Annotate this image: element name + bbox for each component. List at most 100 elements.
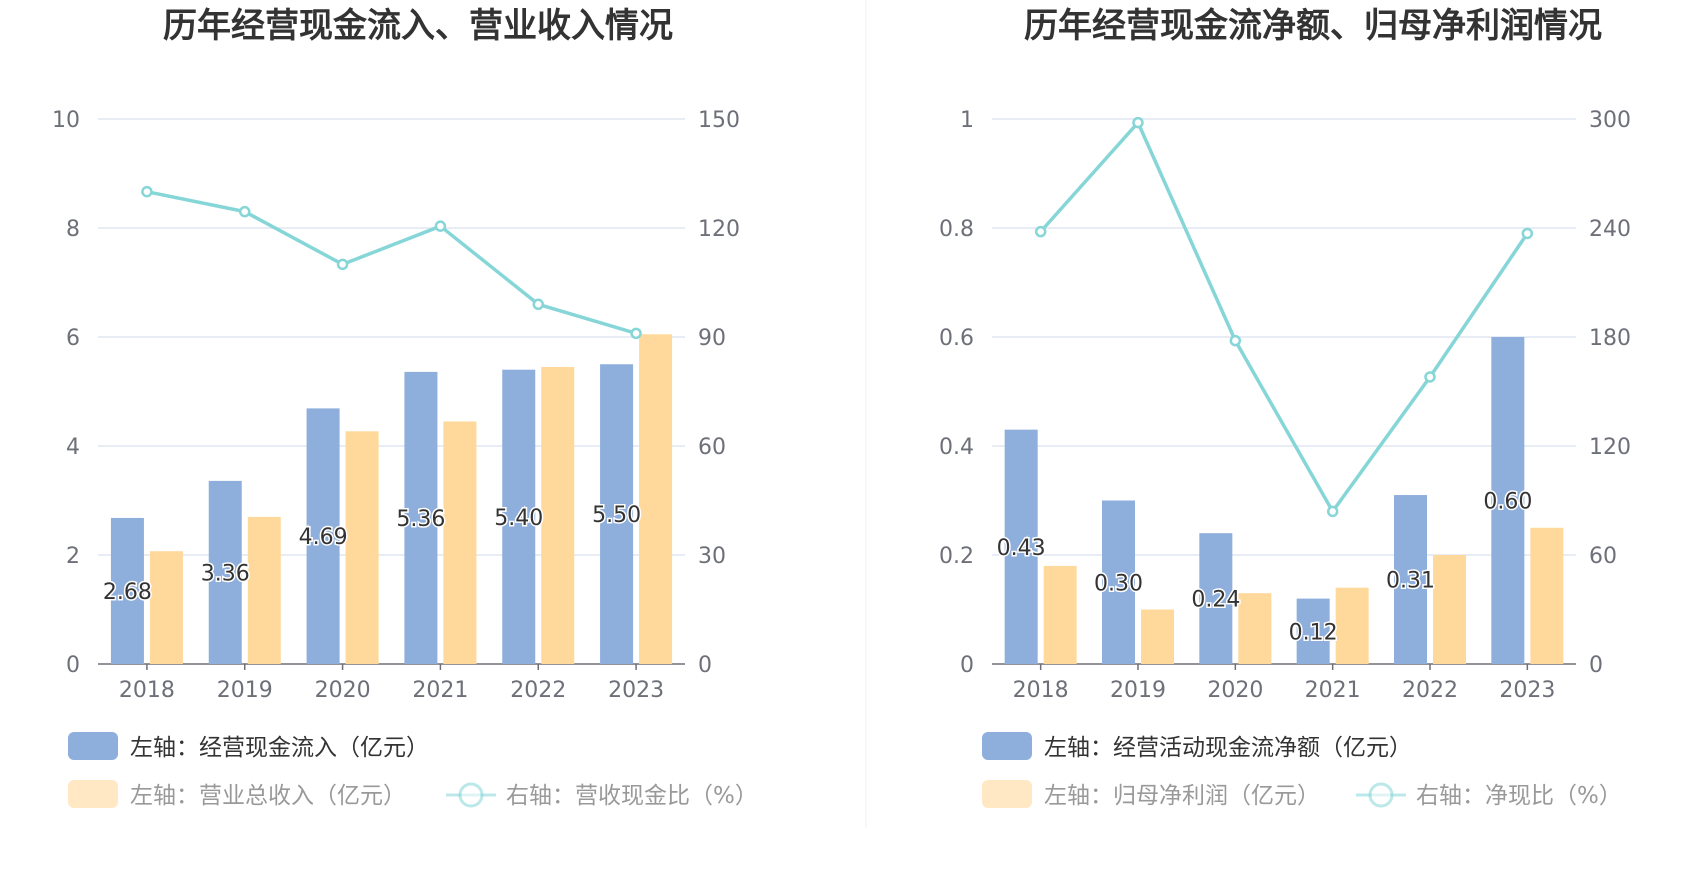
bar-secondary[interactable]: [345, 431, 379, 664]
bar-secondary[interactable]: [639, 334, 673, 664]
bar-primary[interactable]: [600, 364, 634, 664]
line-point[interactable]: [1424, 371, 1436, 383]
bar-secondary[interactable]: [1335, 587, 1369, 664]
bar-data-label: 3.36: [201, 561, 250, 586]
line-point[interactable]: [141, 185, 153, 198]
line-point[interactable]: [1229, 334, 1242, 347]
line-series[interactable]: [1039, 120, 1529, 514]
x-axis-tick-label: 2022: [1402, 678, 1458, 703]
right-axis-tick-label: 90: [698, 326, 726, 351]
bar-primary[interactable]: [1491, 337, 1525, 664]
legend-circle-icon[interactable]: [458, 782, 484, 808]
right-axis-tick-label: 0: [698, 653, 712, 678]
legend-label-line: 右轴：营收现金比（%）: [506, 783, 758, 809]
bar-secondary[interactable]: [1433, 555, 1466, 664]
bar-data-label: 0.24: [1191, 588, 1240, 613]
bar-data-label: 4.69: [299, 525, 348, 550]
bar-secondary[interactable]: [541, 366, 575, 664]
right-axis-tick-label: 120: [1589, 435, 1631, 460]
bar-primary[interactable]: [1394, 495, 1427, 664]
x-axis-tick-label: 2023: [1499, 678, 1555, 703]
x-axis-tick-label: 2019: [217, 678, 273, 703]
legend-label-primary: 左轴：经营现金流入（亿元）: [130, 735, 429, 761]
bar-primary[interactable]: [208, 480, 242, 664]
line-series[interactable]: [146, 189, 637, 336]
x-axis-tick-label: 2018: [1013, 678, 1069, 703]
bar-data-label: 0.31: [1386, 569, 1435, 594]
left-axis-tick-label: 2: [66, 544, 80, 569]
bar-primary[interactable]: [110, 517, 144, 664]
right-axis-tick-label: 60: [1589, 544, 1617, 569]
line-point[interactable]: [336, 258, 349, 271]
chart-title: 历年经营现金流入、营业收入情况: [163, 6, 673, 46]
right-axis-tick-label: 180: [1589, 326, 1631, 351]
bar-data-label: 5.40: [494, 506, 543, 531]
legend-label-primary: 左轴：经营活动现金流净额（亿元）: [1044, 735, 1412, 761]
bar-secondary[interactable]: [1238, 593, 1272, 664]
legend-label-secondary: 左轴：归母净利润（亿元）: [1044, 783, 1320, 809]
x-axis-tick-label: 2022: [510, 678, 566, 703]
bar-data-label: 0.12: [1289, 620, 1338, 645]
legend-label-secondary: 左轴：营业总收入（亿元）: [130, 783, 406, 809]
bar-secondary[interactable]: [149, 551, 183, 664]
x-axis-tick-label: 2020: [315, 678, 371, 703]
right-axis-tick-label: 150: [698, 108, 740, 133]
line-point[interactable]: [1132, 116, 1144, 129]
legend-swatch-secondary[interactable]: [982, 780, 1032, 808]
legend-label-line: 右轴：净现比（%）: [1416, 783, 1622, 809]
bar-secondary[interactable]: [443, 421, 477, 664]
bar-secondary[interactable]: [247, 516, 281, 664]
legend-circle-icon[interactable]: [1368, 782, 1394, 808]
line-point[interactable]: [630, 327, 642, 340]
legend: 左轴：经营活动现金流净额（亿元） 左轴：归母净利润（亿元） 右轴：净现比（%）: [982, 732, 1622, 809]
right-axis-tick-label: 0: [1589, 653, 1603, 678]
line-point[interactable]: [434, 220, 447, 232]
bar-data-label: 5.50: [592, 503, 641, 528]
bar-primary[interactable]: [404, 371, 438, 664]
bar-data-label: 0.60: [1483, 490, 1532, 515]
line-point[interactable]: [1521, 227, 1534, 240]
legend-swatch-primary[interactable]: [68, 732, 118, 760]
left-axis-tick-label: 0.8: [939, 217, 974, 242]
x-axis-tick-label: 2023: [608, 678, 664, 703]
bar-secondary[interactable]: [1141, 609, 1174, 665]
bar-primary[interactable]: [1199, 533, 1233, 664]
left-axis-tick-label: 0.4: [939, 435, 974, 460]
x-axis-tick-label: 2021: [412, 678, 468, 703]
left-axis-tick-label: 1: [960, 108, 974, 133]
chart-panel-1: 历年经营现金流入、营业收入情况 0 2 4 6 8 10 0 30 60 90 120 150 2018 2…: [52, 6, 758, 809]
line-point[interactable]: [239, 205, 251, 218]
left-axis-tick-label: 10: [52, 108, 80, 133]
bar-primary[interactable]: [502, 369, 536, 664]
bar-primary[interactable]: [1004, 429, 1038, 664]
bar-data-label: 5.36: [396, 507, 445, 532]
bar-secondary[interactable]: [1530, 527, 1564, 664]
bar-primary[interactable]: [306, 408, 340, 664]
left-axis-tick-label: 8: [66, 217, 80, 242]
left-axis-tick-label: 4: [66, 435, 80, 460]
left-axis-tick-label: 0: [66, 653, 80, 678]
right-axis-tick-label: 30: [698, 544, 726, 569]
chart-panel-2: 历年经营现金流净额、归母净利润情况 0 0.2 0.4 0.6 0.8 1 0 60 120 180…: [939, 6, 1631, 809]
line-point[interactable]: [532, 298, 544, 311]
chart-title: 历年经营现金流净额、归母净利润情况: [1024, 6, 1602, 46]
legend-swatch-primary[interactable]: [982, 732, 1032, 760]
legend: 左轴：经营现金流入（亿元） 左轴：营业总收入（亿元） 右轴：营收现金比（%）: [68, 732, 758, 809]
bar-data-label: 0.30: [1094, 571, 1143, 596]
bar-primary[interactable]: [1102, 500, 1135, 665]
x-axis-tick-label: 2019: [1110, 678, 1166, 703]
x-axis-tick-label: 2020: [1207, 678, 1263, 703]
right-axis-tick-label: 120: [698, 217, 740, 242]
left-axis-tick-label: 0.2: [939, 544, 974, 569]
legend-swatch-secondary[interactable]: [68, 780, 118, 808]
bar-primary[interactable]: [1296, 598, 1330, 664]
left-axis-tick-label: 0.6: [939, 326, 974, 351]
right-axis-tick-label: 300: [1589, 108, 1631, 133]
line-point[interactable]: [1034, 225, 1047, 238]
line-point[interactable]: [1326, 505, 1339, 518]
bar-secondary[interactable]: [1043, 565, 1077, 664]
left-axis-tick-label: 6: [66, 326, 80, 351]
left-axis-tick-label: 0: [960, 653, 974, 678]
